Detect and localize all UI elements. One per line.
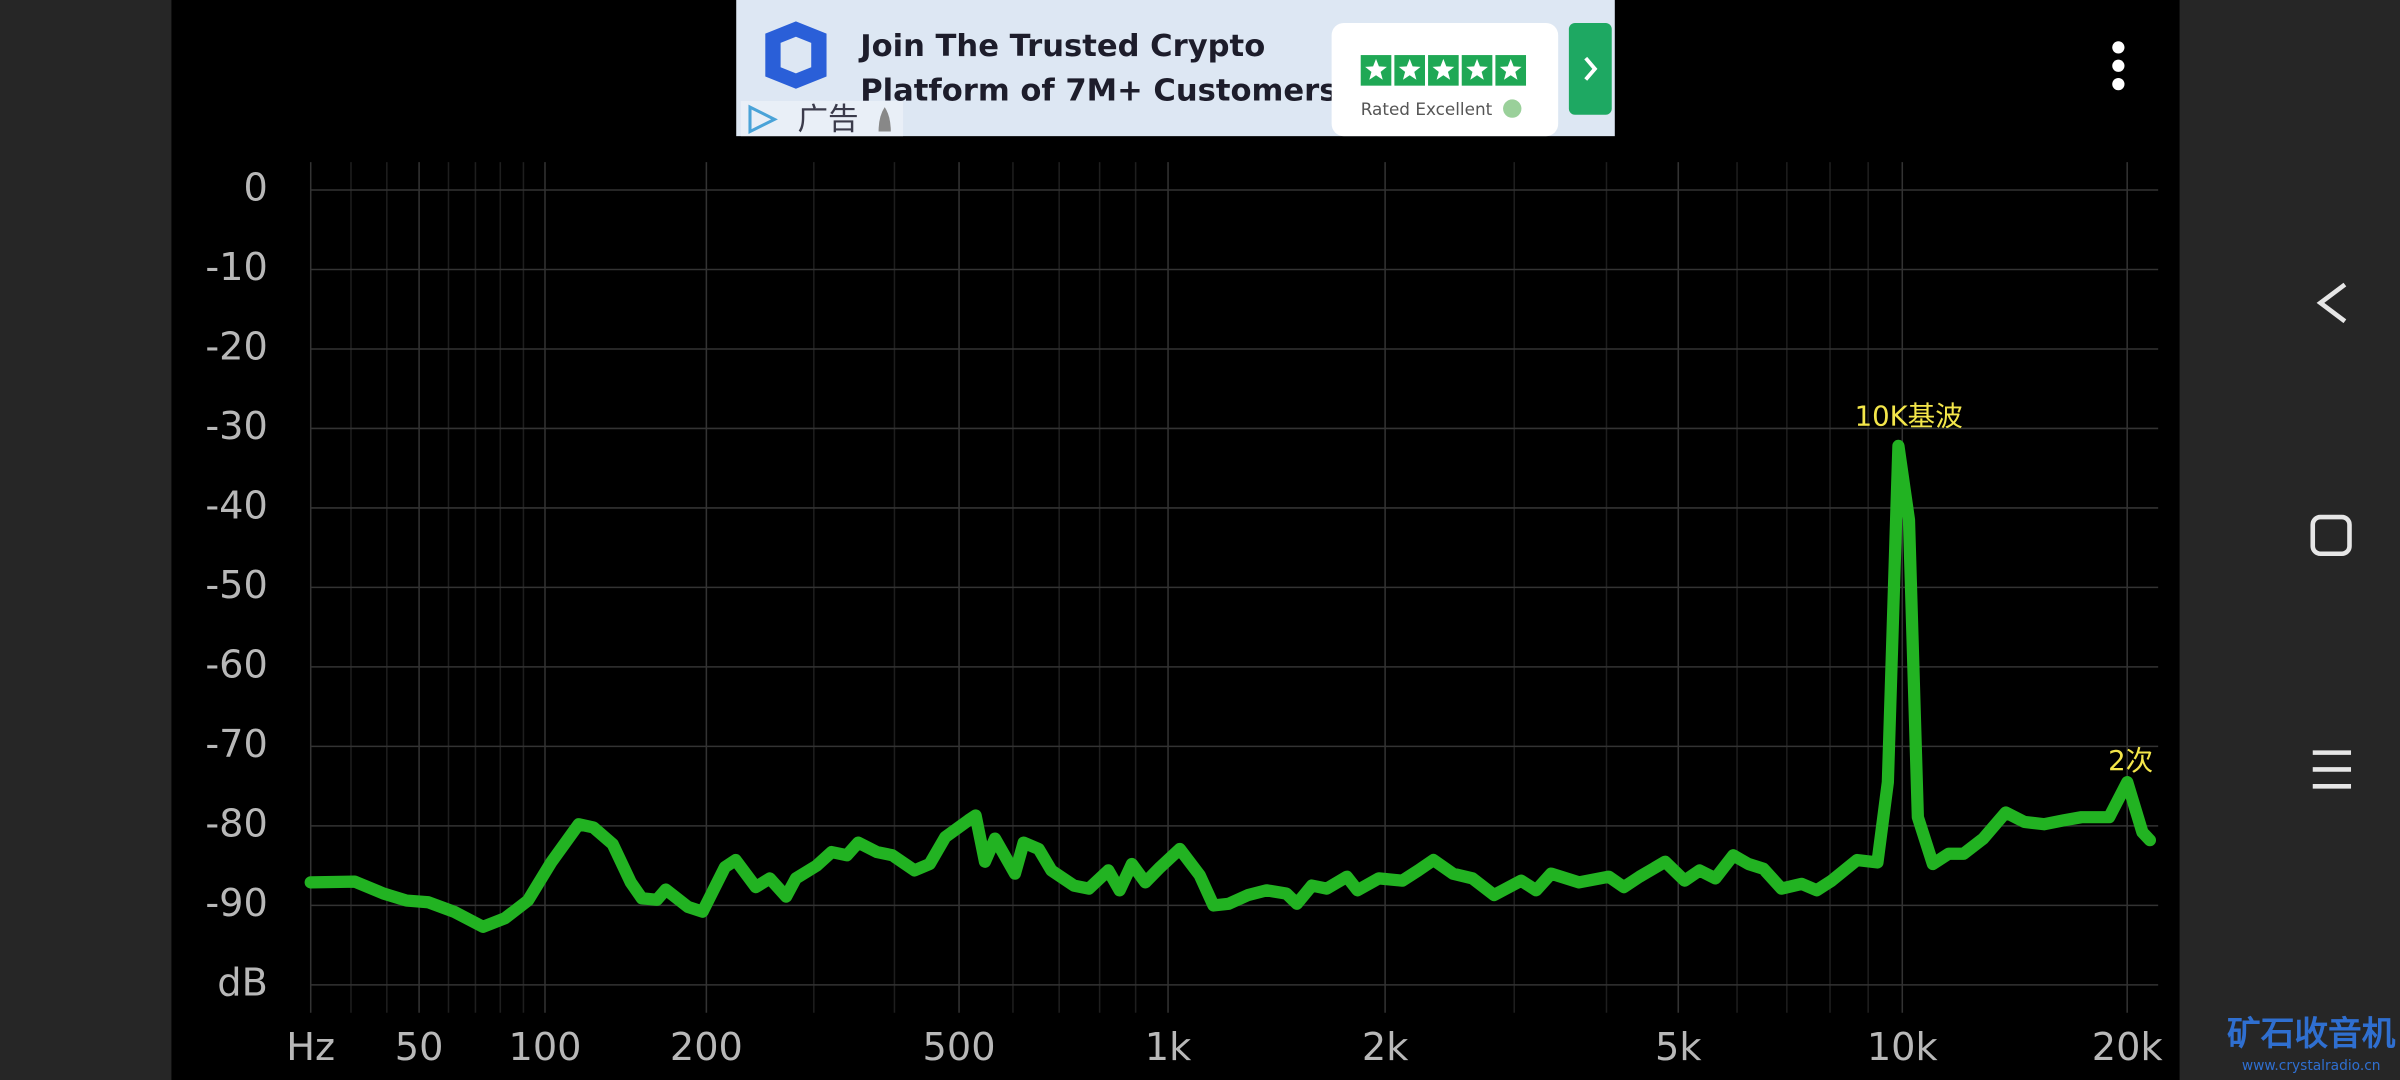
y-tick-label: -70 (205, 722, 268, 767)
ad-banner[interactable]: Join The Trusted Crypto Platform of 7M+ … (736, 0, 1615, 137)
x-tick-label: Hz (286, 1025, 335, 1070)
ad-play-icon (748, 104, 778, 135)
verified-icon (1503, 99, 1522, 118)
home-button[interactable] (2310, 514, 2352, 557)
ad-cta-button[interactable] (1568, 22, 1612, 115)
x-tick-label: 1k (1145, 1025, 1192, 1070)
nav-bar (2179, 0, 2400, 1080)
x-tick-label: 2k (1362, 1025, 1409, 1070)
y-tick-label: -90 (205, 881, 268, 926)
overflow-menu[interactable] (2112, 41, 2125, 91)
annotation: 2次 (2108, 745, 2153, 777)
ad-tag: 广告 (797, 102, 858, 137)
star (1365, 58, 1387, 80)
ad-rocket-icon (878, 107, 891, 132)
x-tick-label: 10k (1867, 1025, 1939, 1070)
ad-cta-arrow (1584, 56, 1598, 81)
star (1466, 58, 1488, 80)
watermark-title: 矿石收音机 (2227, 1014, 2396, 1053)
star (1398, 58, 1421, 80)
watermark-url: www.crystalradio.cn (2242, 1058, 2381, 1074)
x-tick-label: 5k (1655, 1025, 1702, 1070)
y-tick-label: -20 (205, 324, 268, 369)
star (1432, 58, 1455, 80)
menu-dot (2112, 41, 2125, 54)
y-tick-label: -30 (205, 404, 268, 449)
x-tick-label: 100 (508, 1025, 581, 1070)
rating-stars (1360, 55, 1527, 86)
ad-headline: Platform of 7M+ Customers (860, 73, 1337, 108)
x-tick-label: 500 (923, 1025, 996, 1070)
star (1499, 58, 1522, 80)
x-tick-label: 20k (2092, 1025, 2164, 1070)
annotation: 10K基波 (1855, 401, 1963, 433)
menu-dot (2112, 59, 2125, 72)
y-tick-label: dB (217, 960, 268, 1005)
spectrum-chart: 0 -10 -20 -30 -40 -50 -60 -70 -80 -90 dB Hz 50 100 200… (205, 162, 2163, 1070)
ad-headline: Join The Trusted Crypto (858, 29, 1265, 64)
y-tick-label: -80 (205, 801, 268, 846)
ad-logo-inner (780, 36, 812, 74)
x-tick-label: 200 (670, 1025, 743, 1070)
menu-dot (2112, 78, 2125, 91)
spectrum-line (304, 439, 2157, 933)
x-tick-label: 50 (395, 1025, 444, 1070)
ad-tag-box (740, 100, 904, 137)
back-button[interactable] (2316, 282, 2347, 324)
y-tick-label: -10 (205, 245, 268, 290)
y-tick-label: -60 (205, 642, 268, 687)
y-tick-label: 0 (244, 165, 268, 210)
y-tick-label: -40 (205, 483, 268, 528)
recents-button[interactable] (2312, 750, 2352, 789)
left-bar (0, 0, 172, 1080)
ad-rating: Rated Excellent (1361, 99, 1493, 119)
y-tick-label: -50 (205, 563, 268, 608)
